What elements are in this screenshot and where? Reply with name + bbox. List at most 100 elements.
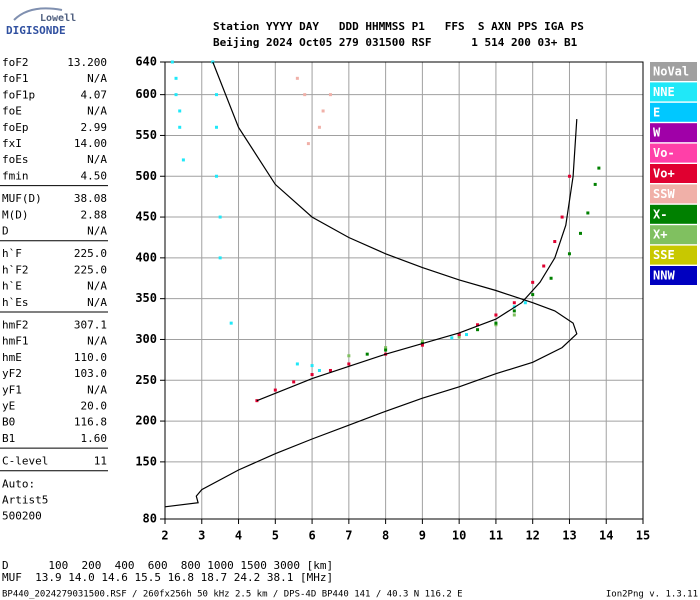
footer: BP440_2024279031500.RSF / 260fx256h 50 k…: [2, 590, 463, 600]
param-label: B1: [2, 432, 15, 445]
legend-swatch: [650, 266, 697, 285]
echo-point: [457, 335, 461, 339]
logo-swoosh: [13, 7, 63, 21]
echo-point: [273, 388, 277, 392]
echo-point: [578, 231, 582, 235]
header-line: Station YYYY DAY DDD HHMMSS P1 FFS S AXN…: [213, 20, 584, 33]
echo-point: [347, 362, 351, 366]
echo-point: [465, 333, 469, 337]
legend-label: NoVal: [653, 65, 689, 79]
param-label: Artist5: [2, 494, 48, 507]
echo-point: [384, 346, 388, 350]
param-value: 38.08: [74, 192, 107, 205]
legend-swatch: [650, 102, 697, 122]
param-label: hmF1: [2, 335, 29, 348]
y-tick-label: 600: [135, 87, 157, 101]
x-tick-label: 10: [452, 529, 466, 543]
param-value: N/A: [87, 383, 107, 396]
echo-point: [181, 158, 185, 162]
echo-point: [310, 373, 314, 377]
param-label: yF2: [2, 367, 22, 380]
logo-top: Lowell: [40, 13, 76, 24]
echo-point: [295, 362, 299, 366]
param-value: 225.0: [74, 263, 107, 276]
echo-point: [494, 321, 498, 325]
param-label: fmin: [2, 169, 29, 182]
legend-swatch: [650, 123, 697, 143]
param-value: 11: [94, 455, 107, 468]
echo-point: [292, 380, 296, 384]
echo-point: [494, 323, 498, 327]
x-tick-label: 3: [198, 529, 205, 543]
param-label: foEp: [2, 121, 29, 134]
legend-swatch: [650, 143, 697, 163]
echo-point: [218, 215, 222, 219]
param-value: 116.8: [74, 416, 107, 429]
param-value: 103.0: [74, 367, 107, 380]
param-label: foEs: [2, 153, 29, 166]
echo-point: [450, 336, 454, 340]
echo-point: [560, 215, 564, 219]
param-label: h`E: [2, 280, 22, 293]
param-value: 110.0: [74, 351, 107, 364]
echo-point: [170, 60, 174, 64]
echo-point: [310, 364, 314, 368]
echo-point: [567, 174, 571, 178]
legend-label: W: [653, 126, 661, 140]
y-tick-label: 500: [135, 169, 157, 183]
x-tick-label: 11: [489, 529, 503, 543]
legend-label: X+: [653, 228, 667, 242]
param-value: 20.0: [81, 400, 108, 413]
version: Ion2Png v. 1.3.11: [606, 590, 698, 600]
param-value: N/A: [87, 280, 107, 293]
echo-point: [347, 354, 351, 358]
y-tick-label: 640: [135, 55, 157, 69]
echo-point: [295, 76, 299, 80]
echo-point: [365, 352, 369, 356]
x-tick-label: 14: [599, 529, 613, 543]
legend-swatch: [650, 204, 697, 224]
param-value: N/A: [87, 296, 107, 309]
legend-label: E: [653, 105, 660, 119]
echo-point: [229, 321, 233, 325]
param-label: h`Es: [2, 296, 29, 309]
x-tick-label: 15: [636, 529, 650, 543]
legend-swatch: [650, 62, 697, 81]
echo-point: [523, 301, 527, 305]
echo-point: [317, 125, 321, 129]
echo-point: [178, 125, 182, 129]
param-value: 14.00: [74, 137, 107, 150]
echo-point: [303, 93, 307, 97]
param-value: N/A: [87, 72, 107, 85]
legend-swatch: [650, 82, 697, 102]
echo-point: [321, 109, 325, 113]
legend-label: X-: [653, 207, 667, 221]
legend-label: SSW: [653, 187, 675, 201]
echo-point: [531, 280, 535, 284]
y-tick-label: 350: [135, 291, 157, 305]
logo-bottom: DIGISONDE: [6, 24, 66, 37]
y-tick-label: 200: [135, 414, 157, 428]
echo-point: [586, 211, 590, 215]
legend-label: Vo+: [653, 167, 675, 181]
y-tick-label: 150: [135, 454, 157, 468]
echo-point: [214, 125, 218, 129]
param-label: MUF(D): [2, 192, 42, 205]
param-label: foF2: [2, 56, 29, 69]
legend-swatch: [650, 225, 697, 245]
echo-point: [457, 333, 461, 337]
param-value: N/A: [87, 153, 107, 166]
echo-point: [420, 343, 424, 347]
legend-label: SSE: [653, 248, 675, 262]
echo-point: [214, 93, 218, 97]
param-label: Auto:: [2, 477, 35, 490]
echo-point: [218, 256, 222, 260]
x-tick-label: 12: [525, 529, 539, 543]
param-value: 225.0: [74, 247, 107, 260]
legend-swatch: [650, 164, 697, 183]
echo-point: [512, 301, 516, 305]
echo-point: [174, 76, 178, 80]
echo-point: [531, 293, 535, 297]
echo-point: [384, 348, 388, 352]
param-label: h`F2: [2, 263, 29, 276]
